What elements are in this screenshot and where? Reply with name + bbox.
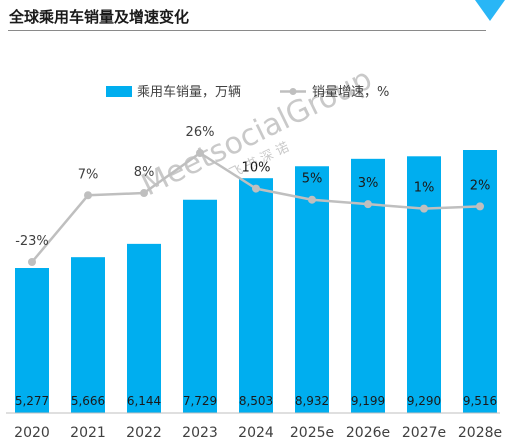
growth-line-group [28, 149, 484, 266]
legend-bar-swatch [106, 86, 132, 97]
x-tick-label: 2021 [70, 425, 106, 441]
x-tick-label: 2022 [126, 425, 162, 441]
bar-2027e [407, 156, 441, 413]
growth-value-label: 1% [414, 181, 435, 196]
growth-point-2025e [308, 195, 316, 204]
x-tick-label: 2026e [346, 425, 390, 441]
bar-value-label: 5,277 [15, 394, 49, 408]
bar-2028e [463, 150, 497, 413]
growth-value-label: 5% [302, 172, 323, 187]
x-tick-label: 2028e [458, 425, 502, 441]
growth-value-label: 3% [358, 176, 379, 191]
bar-value-label: 8,932 [295, 394, 329, 408]
bars-group [15, 150, 497, 413]
growth-point-2024 [252, 184, 260, 193]
growth-value-label: 2% [470, 178, 491, 193]
growth-point-2020 [28, 258, 36, 266]
growth-point-2027e [420, 204, 428, 213]
bar-value-label: 7,729 [183, 394, 217, 408]
bar-2023 [183, 199, 217, 413]
x-tick-label: 2025e [290, 425, 334, 441]
bar-value-label: 6,144 [127, 394, 161, 408]
x-tick-label: 2020 [14, 425, 50, 441]
growth-point-2022 [140, 189, 148, 198]
corner-triangle-icon [475, 0, 505, 21]
bar-value-label: 9,199 [351, 394, 385, 408]
bar-2026e [351, 158, 385, 413]
growth-point-2028e [476, 202, 484, 211]
growth-value-label: 10% [242, 161, 271, 176]
growth-point-2023 [196, 149, 204, 157]
bar-value-label: 5,666 [71, 394, 105, 408]
title-divider [8, 30, 486, 31]
bar-value-label: 9,516 [463, 394, 497, 408]
bar-2024 [239, 178, 273, 413]
x-tick-label: 2024 [238, 425, 274, 441]
growth-value-label: 8% [134, 165, 155, 180]
bar-labels-group: 5,277 5,666 6,144 7,729 8,503 8,932 9,199 9,290… [15, 394, 497, 408]
bar-2022 [127, 243, 161, 413]
x-tick-labels-group: 2020 2021 2022 2023 2024 2025e 2026e 2027e 2028e [14, 425, 502, 441]
legend-line-label: 销量增速，% [312, 85, 389, 100]
growth-point-2026e [364, 200, 372, 209]
x-tick-label: 2027e [402, 425, 446, 441]
bar-value-label: 9,290 [407, 394, 441, 408]
legend: 乘用车销量，万辆 销量增速，% [106, 84, 389, 100]
growth-value-label: 7% [78, 167, 99, 182]
growth-labels-group: -23% 7% 8% 26% 10% 5% 3% 1% 2% [15, 125, 490, 249]
legend-bar-label: 乘用车销量，万辆 [137, 84, 241, 100]
x-tick-label: 2023 [182, 425, 218, 441]
bar-2021 [71, 257, 105, 413]
legend-line-marker [289, 88, 297, 95]
growth-value-label: -23% [15, 234, 49, 249]
growth-point-2021 [84, 191, 92, 200]
bar-2020 [15, 268, 49, 413]
bar-value-label: 8,503 [239, 394, 273, 408]
growth-value-label: 26% [186, 125, 215, 140]
chart-title: 全球乘用车销量及增速变化 [9, 8, 190, 26]
corner-triangle-shape [475, 0, 505, 21]
bar-2025e [295, 166, 329, 413]
